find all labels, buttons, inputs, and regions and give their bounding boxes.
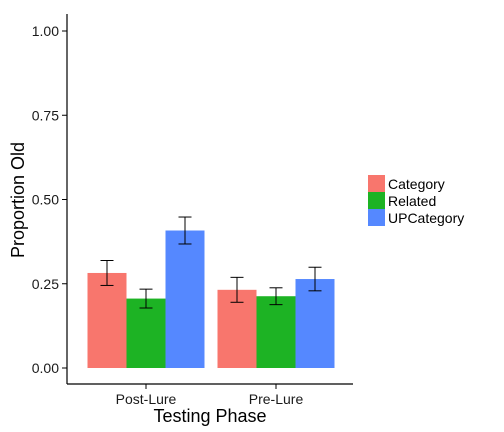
error-bar — [139, 288, 153, 309]
x-axis-title: Testing Phase — [153, 406, 266, 426]
y-tick-label: 1.00 — [32, 23, 59, 39]
y-axis-title: Proportion Old — [8, 142, 28, 258]
error-bar — [308, 266, 322, 292]
bar-related-post-lure — [126, 298, 166, 368]
x-tick-label: Pre-Lure — [249, 391, 304, 407]
bar-upcategory-pre-lure — [295, 279, 335, 368]
legend-label: Related — [388, 193, 436, 209]
y-tick-label: 0.50 — [32, 192, 59, 208]
bar-category-pre-lure — [217, 289, 257, 368]
y-tick-label: 0.25 — [32, 276, 59, 292]
legend-swatch-related — [368, 192, 385, 209]
bar-related-pre-lure — [256, 296, 296, 368]
bar-upcategory-post-lure — [165, 230, 205, 368]
plot-area — [87, 216, 335, 368]
y-ticks: 0.00 0.25 0.50 0.75 1.00 — [32, 23, 67, 376]
y-tick-label: 0.75 — [32, 107, 59, 123]
bar-category-post-lure — [87, 272, 127, 368]
error-bar — [178, 216, 192, 245]
y-tick-label: 0.00 — [32, 360, 59, 376]
error-bar — [230, 276, 244, 303]
legend-label: Category — [388, 176, 445, 192]
error-bar — [269, 287, 283, 306]
legend-swatch-category — [368, 175, 385, 192]
error-bar — [100, 259, 114, 286]
x-tick-label: Post-Lure — [116, 391, 177, 407]
legend-swatch-upcategory — [368, 209, 385, 226]
x-ticks: Post-Lure Pre-Lure — [116, 384, 304, 407]
legend-label: UPCategory — [388, 210, 464, 226]
